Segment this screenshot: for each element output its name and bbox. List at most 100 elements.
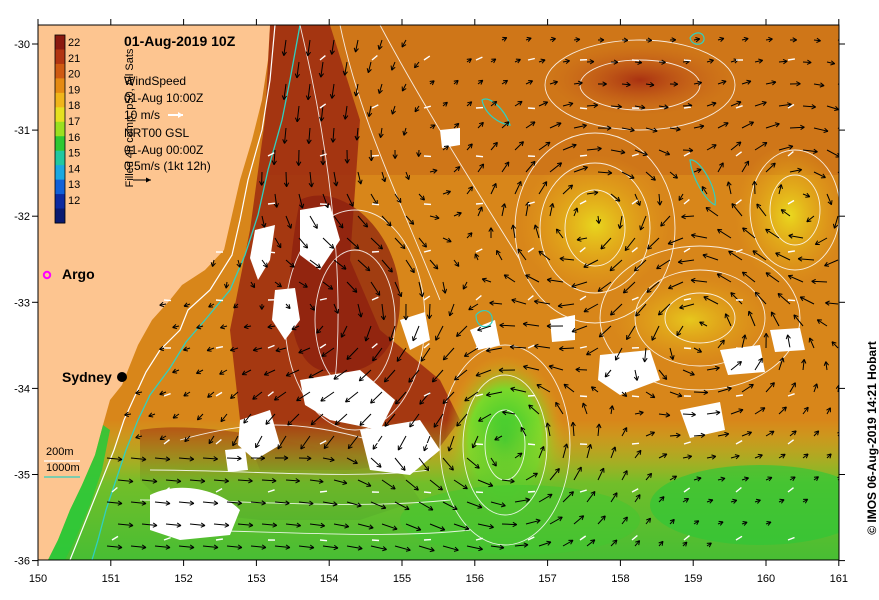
current-arrow [478, 413, 492, 422]
current-arrowhead [452, 505, 458, 510]
colorbar-segment [55, 179, 65, 195]
current-arrowhead [611, 446, 617, 452]
current-arrow [730, 141, 742, 151]
current-arrowhead [671, 37, 677, 43]
current-arrowhead [677, 259, 683, 265]
current-arrowhead [532, 472, 538, 478]
current-arrow [322, 457, 335, 461]
current-arrow [178, 457, 194, 460]
current-arrowhead [831, 341, 837, 347]
current-arrow [520, 427, 527, 437]
current-arrow [754, 142, 768, 151]
colorbar-tick-label: 18 [68, 100, 80, 112]
current-arrow [346, 281, 358, 293]
current-arrowhead [176, 522, 182, 528]
current-arrow [472, 435, 479, 449]
current-arrowhead [763, 333, 769, 338]
wind-arrow [475, 294, 482, 301]
colorbar-tick-label: 20 [68, 69, 80, 81]
current-arrowhead [781, 406, 787, 412]
current-arrow [346, 237, 360, 250]
current-arrowhead [728, 250, 734, 256]
current-arrow [453, 479, 468, 490]
current-arrowhead [714, 365, 720, 371]
current-arrowhead [510, 478, 515, 484]
current-arrowhead [481, 277, 487, 283]
current-arrowhead [405, 546, 411, 552]
current-arrowhead [435, 335, 440, 341]
current-arrow [494, 435, 503, 441]
current-arrowhead [617, 224, 623, 229]
current-arrow [833, 215, 839, 229]
current-arrowhead [758, 58, 764, 64]
current-arrowhead [609, 266, 615, 272]
current-arrowhead [702, 253, 708, 259]
current-arrowhead [843, 178, 847, 183]
wind-arrow [683, 106, 691, 109]
current-arrowhead [294, 73, 301, 79]
current-arrow [591, 386, 599, 393]
current-arrow [754, 454, 763, 459]
current-arrowhead [159, 390, 165, 396]
current-arrowhead [183, 391, 189, 397]
current-arrowhead [267, 324, 273, 330]
current-arrowhead [263, 370, 269, 376]
current-arrowhead [377, 88, 383, 94]
wind-arrow [475, 155, 484, 158]
current-arrow [549, 122, 562, 129]
current-arrow [183, 347, 191, 351]
wind-arrow [579, 246, 586, 253]
current-arrow [418, 545, 435, 552]
current-arrowhead [607, 170, 613, 176]
current-arrow [728, 250, 743, 261]
current-arrow [183, 303, 191, 307]
y-axis: -30 -31 -32 -33 -34 -35 -36 [14, 39, 845, 568]
current-arrowhead [403, 315, 409, 321]
current-arrow [300, 435, 311, 450]
current-arrowhead [281, 95, 288, 100]
current-arrow [586, 539, 596, 547]
current-arrow [717, 477, 726, 481]
wind-arrow [787, 199, 795, 205]
current-arrow [381, 215, 392, 227]
wind-arrow [371, 54, 378, 61]
wind-arrow [735, 151, 743, 157]
current-arrow [727, 181, 732, 195]
current-arrow [261, 523, 277, 526]
current-arrow [717, 433, 729, 437]
wind-arrow [423, 105, 431, 109]
current-arrow [802, 61, 812, 63]
plot-frame [37, 24, 840, 561]
current-arrowhead [726, 181, 732, 187]
current-arrowhead [774, 122, 780, 128]
current-arrowhead [646, 517, 651, 523]
current-arrow [621, 391, 628, 397]
current-arrowhead [724, 313, 730, 319]
current-arrowhead [633, 376, 639, 381]
current-arrow [391, 61, 396, 71]
current-arrowhead [540, 58, 546, 64]
current-arrow [405, 479, 419, 491]
legend-1000m-label: 1000m [46, 462, 80, 474]
current-arrowhead [128, 478, 134, 484]
current-arrowhead [659, 496, 665, 502]
current-arrow [391, 105, 396, 115]
current-arrow [669, 127, 681, 131]
wind-arrow [631, 247, 638, 253]
current-arrow [370, 193, 378, 205]
current-arrow [394, 501, 410, 510]
wind-arrow [787, 487, 794, 493]
current-arrow [586, 444, 592, 459]
current-arrow [347, 435, 359, 450]
current-arrowhead [344, 523, 350, 529]
current-arrowhead [657, 200, 663, 206]
current-arrow [202, 501, 218, 504]
current-arrow [418, 281, 423, 298]
current-arrow [486, 391, 503, 396]
current-arrowhead [743, 36, 749, 42]
current-arrow [219, 369, 228, 375]
current-arrow [621, 427, 628, 437]
current-arrowhead [340, 332, 346, 338]
current-arrowhead [647, 244, 653, 250]
current-arrowhead [799, 296, 805, 302]
